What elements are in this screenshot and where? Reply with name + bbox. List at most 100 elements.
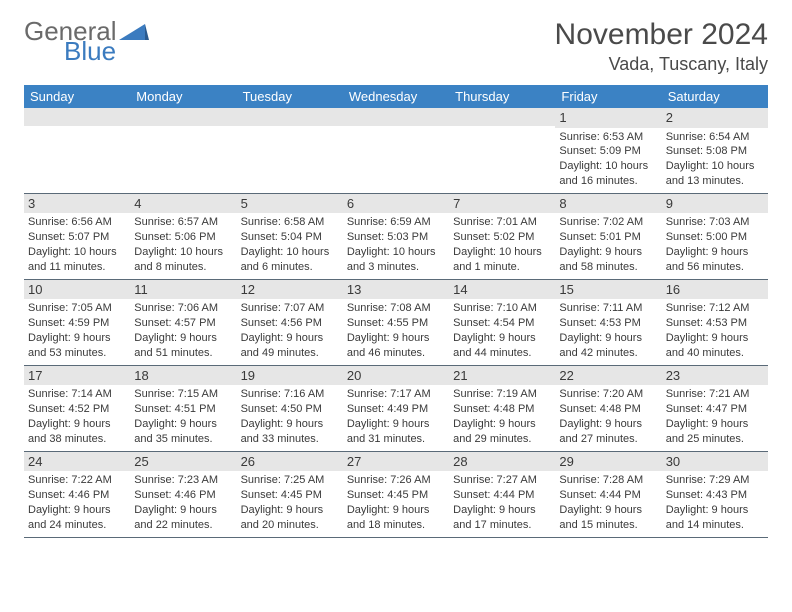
day-daylight: Daylight: 10 hours and 11 minutes. [28,245,126,275]
day-sunrise: Sunrise: 7:19 AM [453,387,551,402]
day-sunrise: Sunrise: 7:27 AM [453,473,551,488]
day-daylight: Daylight: 9 hours and 25 minutes. [666,417,764,447]
day-cell: 16Sunrise: 7:12 AMSunset: 4:53 PMDayligh… [662,280,768,365]
day-number: 27 [343,452,449,472]
day-sunrise: Sunrise: 7:23 AM [134,473,232,488]
day-sunset: Sunset: 4:57 PM [134,316,232,331]
day-number: 6 [343,194,449,214]
day-sunrise: Sunrise: 6:56 AM [28,215,126,230]
day-cell: 28Sunrise: 7:27 AMSunset: 4:44 PMDayligh… [449,452,555,537]
day-daylight: Daylight: 9 hours and 27 minutes. [559,417,657,447]
day-number: 20 [343,366,449,386]
day-sunset: Sunset: 4:44 PM [453,488,551,503]
day-sunrise: Sunrise: 7:12 AM [666,301,764,316]
day-sunset: Sunset: 5:08 PM [666,144,764,159]
day-number: 2 [662,108,768,128]
day-sunset: Sunset: 4:45 PM [347,488,445,503]
day-cell: 19Sunrise: 7:16 AMSunset: 4:50 PMDayligh… [237,366,343,451]
day-cell: 5Sunrise: 6:58 AMSunset: 5:04 PMDaylight… [237,194,343,279]
day-number: 19 [237,366,343,386]
week-row: 10Sunrise: 7:05 AMSunset: 4:59 PMDayligh… [24,280,768,366]
day-sunset: Sunset: 4:45 PM [241,488,339,503]
day-cell [237,108,343,193]
day-sunset: Sunset: 4:53 PM [559,316,657,331]
day-sunrise: Sunrise: 6:58 AM [241,215,339,230]
day-number: 22 [555,366,661,386]
day-number: 17 [24,366,130,386]
day-sunrise: Sunrise: 7:05 AM [28,301,126,316]
day-sunrise: Sunrise: 7:26 AM [347,473,445,488]
day-cell: 8Sunrise: 7:02 AMSunset: 5:01 PMDaylight… [555,194,661,279]
weekday-sun: Sunday [24,85,130,108]
day-sunrise: Sunrise: 6:53 AM [559,130,657,145]
day-sunset: Sunset: 4:44 PM [559,488,657,503]
day-cell [24,108,130,193]
day-sunrise: Sunrise: 7:01 AM [453,215,551,230]
day-sunset: Sunset: 4:53 PM [666,316,764,331]
day-sunrise: Sunrise: 7:02 AM [559,215,657,230]
day-sunrise: Sunrise: 7:03 AM [666,215,764,230]
day-cell: 4Sunrise: 6:57 AMSunset: 5:06 PMDaylight… [130,194,236,279]
day-cell: 1Sunrise: 6:53 AMSunset: 5:09 PMDaylight… [555,108,661,193]
day-sunset: Sunset: 4:48 PM [559,402,657,417]
day-sunrise: Sunrise: 7:17 AM [347,387,445,402]
day-daylight: Daylight: 9 hours and 42 minutes. [559,331,657,361]
day-sunset: Sunset: 4:55 PM [347,316,445,331]
day-daylight: Daylight: 9 hours and 31 minutes. [347,417,445,447]
day-cell: 21Sunrise: 7:19 AMSunset: 4:48 PMDayligh… [449,366,555,451]
day-daylight: Daylight: 9 hours and 53 minutes. [28,331,126,361]
day-daylight: Daylight: 9 hours and 46 minutes. [347,331,445,361]
day-sunrise: Sunrise: 7:08 AM [347,301,445,316]
day-sunset: Sunset: 4:52 PM [28,402,126,417]
week-row: 17Sunrise: 7:14 AMSunset: 4:52 PMDayligh… [24,366,768,452]
day-number: 25 [130,452,236,472]
day-cell: 23Sunrise: 7:21 AMSunset: 4:47 PMDayligh… [662,366,768,451]
title-block: November 2024 Vada, Tuscany, Italy [555,18,768,75]
day-cell: 30Sunrise: 7:29 AMSunset: 4:43 PMDayligh… [662,452,768,537]
day-daylight: Daylight: 9 hours and 56 minutes. [666,245,764,275]
day-cell: 17Sunrise: 7:14 AMSunset: 4:52 PMDayligh… [24,366,130,451]
day-cell: 11Sunrise: 7:06 AMSunset: 4:57 PMDayligh… [130,280,236,365]
day-daylight: Daylight: 9 hours and 29 minutes. [453,417,551,447]
day-sunset: Sunset: 4:54 PM [453,316,551,331]
week-row: 3Sunrise: 6:56 AMSunset: 5:07 PMDaylight… [24,194,768,280]
day-sunset: Sunset: 5:01 PM [559,230,657,245]
day-number [237,108,343,126]
location: Vada, Tuscany, Italy [555,54,768,75]
day-cell: 9Sunrise: 7:03 AMSunset: 5:00 PMDaylight… [662,194,768,279]
day-number: 4 [130,194,236,214]
day-daylight: Daylight: 9 hours and 44 minutes. [453,331,551,361]
day-number: 14 [449,280,555,300]
week-row: 1 Sunrise: 6:53 AMSunset: 5:09 PM Daylight… [24,108,768,194]
day-number: 1 [555,108,661,128]
day-sunset: Sunset: 4:51 PM [134,402,232,417]
day-cell: 22Sunrise: 7:20 AMSunset: 4:48 PMDayligh… [555,366,661,451]
weeks-container: 1 Sunrise: 6:53 AMSunset: 5:09 PM Daylight… [24,108,768,538]
day-cell: 27Sunrise: 7:26 AMSunset: 4:45 PMDayligh… [343,452,449,537]
day-sunrise: Sunrise: 7:25 AM [241,473,339,488]
day-cell: 14Sunrise: 7:10 AMSunset: 4:54 PMDayligh… [449,280,555,365]
day-sunrise: Sunrise: 7:28 AM [559,473,657,488]
day-sunrise: Sunrise: 7:15 AM [134,387,232,402]
day-cell: 13Sunrise: 7:08 AMSunset: 4:55 PMDayligh… [343,280,449,365]
calendar: Sunday Monday Tuesday Wednesday Thursday… [24,85,768,538]
day-number: 30 [662,452,768,472]
logo-text-blue: Blue [64,38,149,64]
logo-triangle-icon [119,22,149,40]
weekday-mon: Monday [130,85,236,108]
day-sunset: Sunset: 5:02 PM [453,230,551,245]
day-number: 26 [237,452,343,472]
day-number: 11 [130,280,236,300]
day-sunrise: Sunrise: 7:20 AM [559,387,657,402]
day-sunset: Sunset: 5:06 PM [134,230,232,245]
day-sunrise: Sunrise: 7:16 AM [241,387,339,402]
day-sunrise: Sunrise: 7:07 AM [241,301,339,316]
weekday-fri: Friday [555,85,661,108]
day-daylight: Daylight: 10 hours and 13 minutes. [666,159,764,189]
day-sunset: Sunset: 5:07 PM [28,230,126,245]
day-sunrise: Sunrise: 7:06 AM [134,301,232,316]
day-daylight: Daylight: 9 hours and 24 minutes. [28,503,126,533]
weekday-sat: Saturday [662,85,768,108]
day-sunset: Sunset: 5:09 PM [559,144,657,159]
day-sunrise: Sunrise: 6:57 AM [134,215,232,230]
